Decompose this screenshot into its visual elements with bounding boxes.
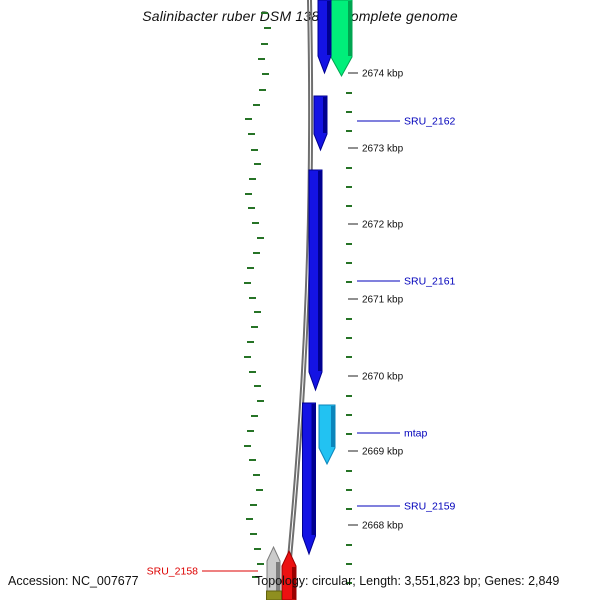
minor-tick-mark [346, 489, 352, 491]
gc-track-mark [252, 222, 259, 224]
gc-track-mark [258, 58, 265, 60]
gc-track-mark [261, 43, 268, 45]
gc-track-mark [249, 371, 256, 373]
gc-track-mark [257, 563, 264, 565]
gene-label[interactable]: SRU_2158 [147, 566, 199, 578]
scale-tick-label: 2674 kbp [362, 69, 404, 80]
gc-track-mark [254, 385, 261, 387]
gc-track-mark [247, 341, 254, 343]
scale-tick-label: 2672 kbp [362, 220, 404, 231]
gene-feature-unlabeled[interactable] [266, 590, 282, 600]
gc-track-mark [248, 133, 255, 135]
minor-tick-mark [346, 433, 352, 435]
gene-label[interactable]: SRU_2162 [404, 116, 456, 128]
gc-track-mark [244, 356, 251, 358]
gc-track-mark [254, 548, 261, 550]
gc-track-mark [259, 89, 266, 91]
gene-label[interactable]: mtap [404, 428, 428, 440]
gc-track-mark [244, 282, 251, 284]
gc-track-mark [252, 576, 259, 578]
minor-tick-mark [346, 186, 352, 188]
gc-track-mark [251, 415, 258, 417]
gc-track-mark [247, 267, 254, 269]
minor-tick-mark [346, 130, 352, 132]
minor-tick-mark [346, 281, 352, 283]
gc-track-mark [251, 326, 258, 328]
minor-tick-mark [346, 563, 352, 565]
minor-tick-mark [346, 205, 352, 207]
minor-tick-mark [346, 337, 352, 339]
gc-track-mark [262, 73, 269, 75]
scale-tick-label: 2669 kbp [362, 447, 404, 458]
minor-tick-mark [346, 111, 352, 113]
minor-tick-mark [346, 470, 352, 472]
minor-tick-mark [346, 395, 352, 397]
gc-track-mark [247, 430, 254, 432]
gc-track-mark [264, 27, 271, 29]
genome-title: Salinibacter ruber DSM 13855, complete g… [142, 8, 458, 24]
gc-track-mark [253, 474, 260, 476]
status-accession: Accession: NC_007677 [8, 574, 139, 588]
gc-track-mark [253, 252, 260, 254]
scale-tick-label: 2670 kbp [362, 372, 404, 383]
gc-track-mark [251, 149, 258, 151]
minor-tick-mark [346, 544, 352, 546]
scale-tick-label: 2671 kbp [362, 295, 404, 306]
gene-label[interactable]: SRU_2159 [404, 501, 456, 513]
gc-track-mark [248, 207, 255, 209]
gc-track-mark [250, 504, 257, 506]
status-topology: Topology: circular; Length: 3,551,823 bp… [255, 574, 560, 588]
gc-track-mark [254, 311, 261, 313]
gc-track-mark [253, 104, 260, 106]
gc-track-mark [257, 237, 264, 239]
gc-track-mark [257, 400, 264, 402]
gc-track-mark [249, 459, 256, 461]
gc-track-mark [261, 12, 268, 14]
gc-track-mark [246, 518, 253, 520]
minor-tick-mark [346, 582, 352, 584]
gc-track-mark [250, 533, 257, 535]
gc-track-mark [245, 193, 252, 195]
minor-tick-mark [346, 414, 352, 416]
minor-tick-mark [346, 243, 352, 245]
gc-track-mark [254, 163, 261, 165]
minor-tick-mark [346, 356, 352, 358]
scale-tick-label: 2673 kbp [362, 144, 404, 155]
minor-tick-mark [346, 262, 352, 264]
gc-track-mark [244, 445, 251, 447]
gc-track-mark [249, 297, 256, 299]
minor-tick-mark [346, 508, 352, 510]
status-bar: Accession: NC_007677 Topology: circular;… [0, 574, 600, 594]
gc-track-mark [249, 178, 256, 180]
minor-tick-mark [346, 92, 352, 94]
genome-backbone [283, 0, 311, 600]
minor-tick-mark [346, 167, 352, 169]
scale-tick-label: 2668 kbp [362, 521, 404, 532]
minor-tick-mark [346, 318, 352, 320]
gc-track-mark [256, 489, 263, 491]
gc-track-mark [245, 118, 252, 120]
gene-label[interactable]: SRU_2161 [404, 276, 456, 288]
